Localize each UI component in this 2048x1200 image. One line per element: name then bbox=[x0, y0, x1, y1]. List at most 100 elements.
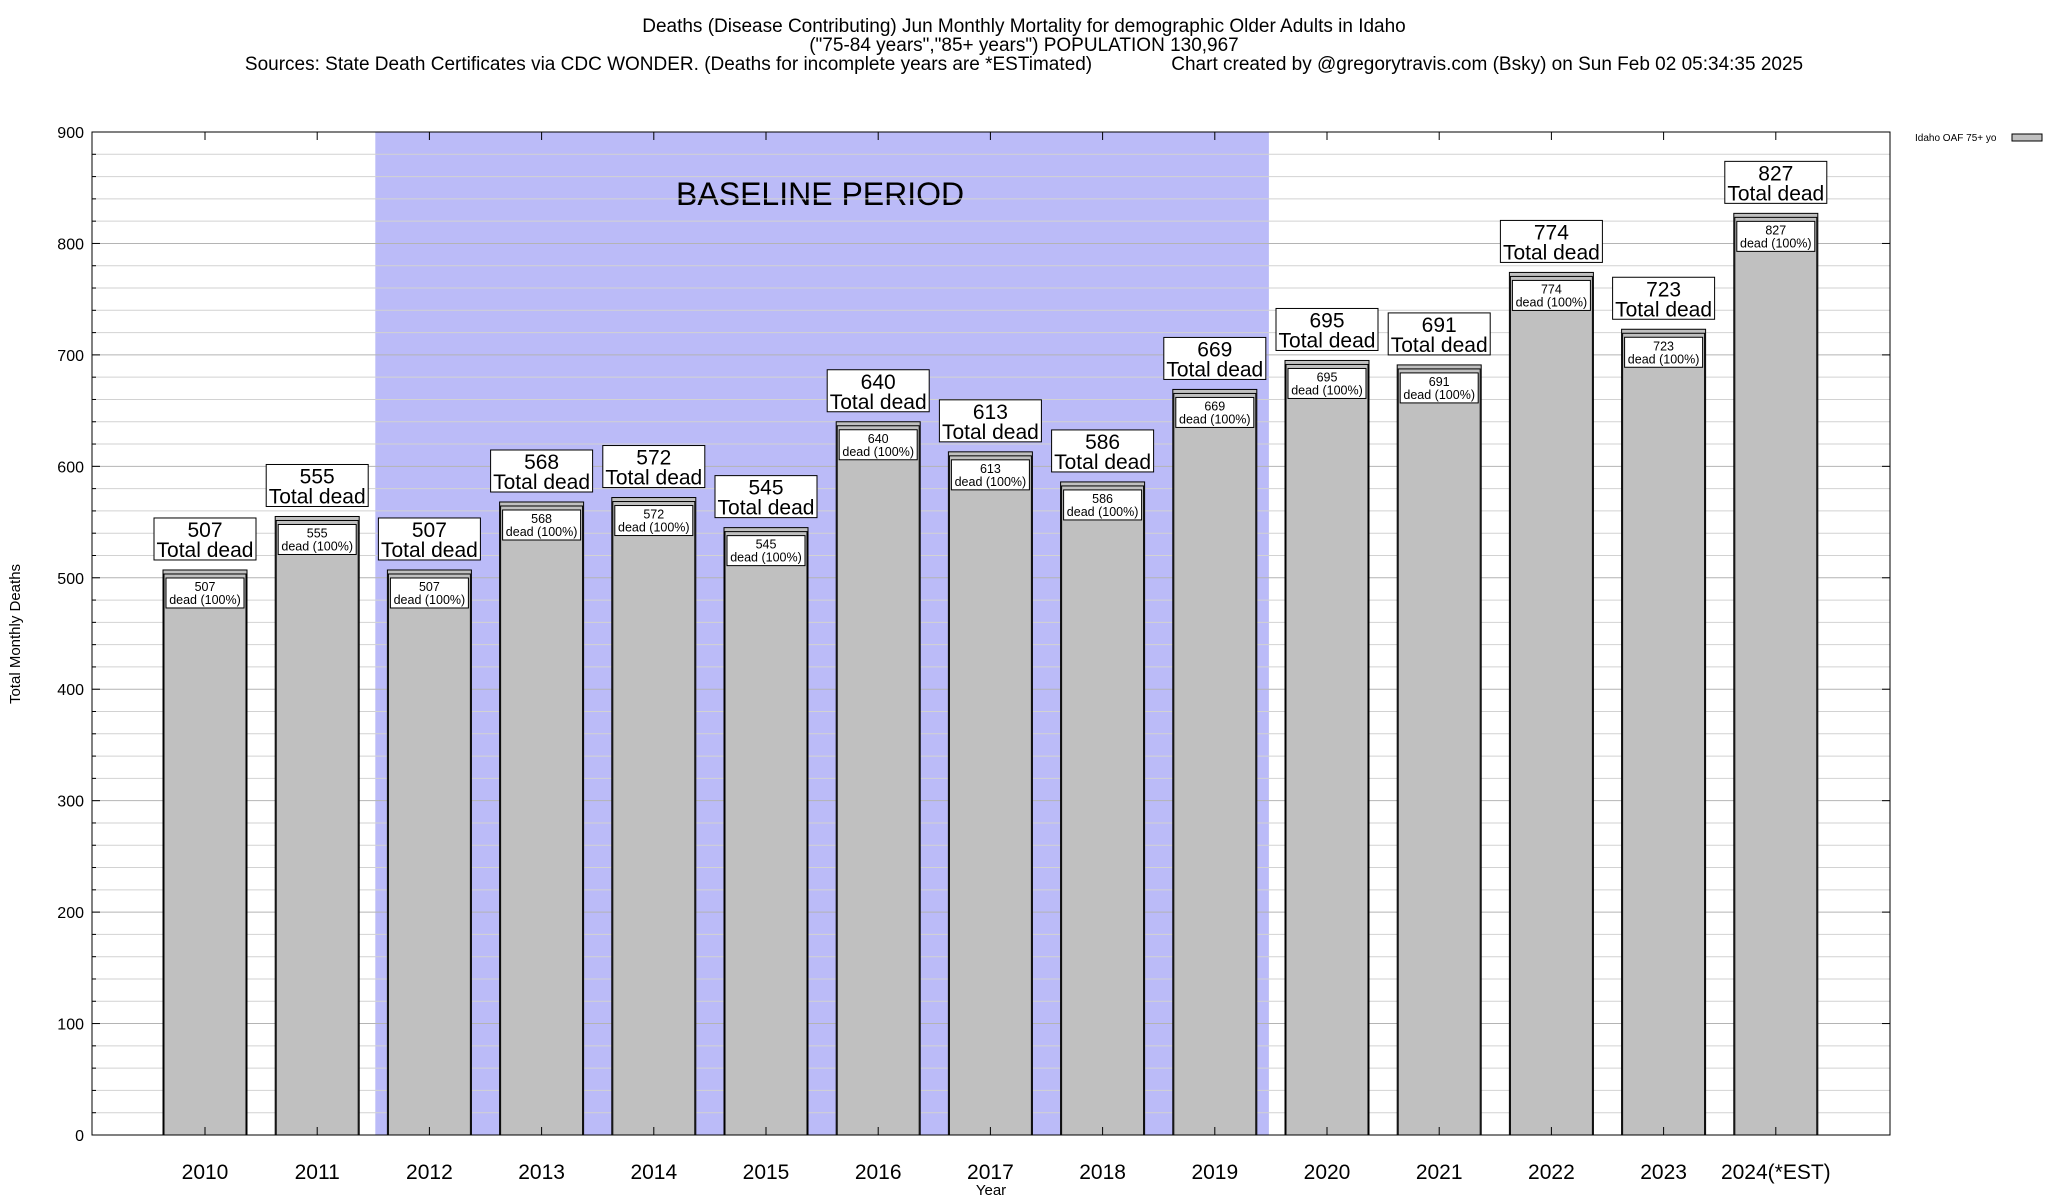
top-label-value: 545 bbox=[748, 477, 783, 500]
top-label-value: 723 bbox=[1646, 278, 1681, 301]
y-axis-ticks: 0 100 200 300 400 500 600 700 800 900 bbox=[57, 125, 1890, 1145]
title-line-1: Deaths (Disease Contributing) Jun Monthl… bbox=[642, 16, 1406, 37]
top-label-box bbox=[714, 475, 818, 519]
top-label-suffix: Total dead bbox=[157, 539, 254, 562]
inner-label-value: 586 bbox=[1092, 492, 1113, 506]
bar-segment-2024(*EST) bbox=[1734, 216, 1818, 1136]
top-label-box bbox=[1051, 429, 1155, 473]
x-category-label: 2017 bbox=[967, 1161, 1014, 1184]
x-category-label: 2011 bbox=[295, 1161, 340, 1184]
top-label-suffix: Total dead bbox=[1615, 298, 1712, 321]
legend-swatch bbox=[2011, 133, 2043, 142]
inner-label-box bbox=[165, 577, 245, 609]
bar-segment-2020 bbox=[1285, 363, 1369, 1136]
inner-label-value: 669 bbox=[1204, 399, 1225, 413]
top-label-suffix: Total dead bbox=[830, 391, 927, 414]
inner-label-value: 555 bbox=[307, 526, 328, 540]
y-tick-label: 300 bbox=[57, 794, 84, 811]
legend-series-name: Idaho OAF 75+ yo bbox=[1915, 133, 1997, 144]
top-label-suffix: Total dead bbox=[718, 497, 815, 520]
inner-label-box bbox=[277, 523, 357, 555]
inner-label-box bbox=[1736, 220, 1816, 252]
y-tick-label: 800 bbox=[57, 236, 84, 253]
top-label-value: 586 bbox=[1085, 431, 1120, 454]
inner-label-box bbox=[614, 505, 694, 537]
bar-segment-2013 bbox=[500, 505, 584, 1136]
inner-label-value: 507 bbox=[419, 580, 440, 594]
inner-label-suffix: dead (100%) bbox=[1628, 352, 1700, 366]
inner-label-value: 568 bbox=[531, 512, 552, 526]
top-label-value: 507 bbox=[187, 519, 222, 542]
x-category-label: 2019 bbox=[1191, 1161, 1238, 1184]
bar-segment-2010 bbox=[163, 573, 247, 1136]
top-label-value: 568 bbox=[524, 451, 559, 474]
chart-title: Deaths (Disease Contributing) Jun Monthl… bbox=[245, 16, 1803, 75]
inner-label-box bbox=[838, 429, 918, 461]
top-label-box bbox=[602, 445, 706, 489]
inner-label-value: 827 bbox=[1765, 223, 1786, 237]
top-label-value: 774 bbox=[1534, 221, 1569, 244]
x-category-label: 2024(*EST) bbox=[1721, 1161, 1831, 1184]
x-axis-categories: 2010 2011 2012 2013 2014 2015 2016 2017 2018 2019… bbox=[182, 132, 1831, 1184]
inner-label-box bbox=[1624, 336, 1704, 368]
top-label-suffix: Total dead bbox=[269, 485, 366, 508]
x-category-label: 2022 bbox=[1528, 1161, 1575, 1184]
bar-segment-2019 bbox=[1173, 392, 1257, 1136]
inner-label-value: 507 bbox=[195, 580, 216, 594]
y-tick-label: 700 bbox=[57, 348, 84, 365]
y-tick-label: 600 bbox=[57, 459, 84, 476]
inner-label-suffix: dead (100%) bbox=[1740, 236, 1812, 250]
inner-label-value: 695 bbox=[1317, 370, 1338, 384]
inner-label-value: 691 bbox=[1429, 375, 1450, 389]
x-category-label: 2014 bbox=[630, 1161, 677, 1184]
top-label-box bbox=[1612, 276, 1716, 320]
top-label-box bbox=[1275, 307, 1379, 351]
top-label-box bbox=[1499, 219, 1603, 263]
y-tick-label: 500 bbox=[57, 571, 84, 588]
top-label-value: 555 bbox=[300, 465, 335, 488]
top-label-box bbox=[826, 369, 930, 413]
inner-label-value: 545 bbox=[756, 538, 777, 552]
x-category-label: 2023 bbox=[1640, 1161, 1687, 1184]
title-line-3: Sources: State Death Certificates via CD… bbox=[245, 54, 1803, 75]
baseline-period-label: BASELINE PERIOD bbox=[676, 176, 964, 212]
y-tick-label: 0 bbox=[75, 1128, 84, 1145]
x-category-label: 2015 bbox=[743, 1161, 790, 1184]
inner-label-suffix: dead (100%) bbox=[506, 525, 578, 539]
bar-segment-2023 bbox=[1622, 332, 1706, 1136]
bar-segment-2012 bbox=[387, 573, 471, 1136]
inner-label-box bbox=[389, 577, 469, 609]
top-label-box bbox=[265, 463, 369, 507]
x-axis-title: Year bbox=[976, 1182, 1006, 1199]
top-label-suffix: Total dead bbox=[1503, 241, 1600, 264]
bar-segment-2015 bbox=[724, 531, 808, 1136]
bar-segment-2014 bbox=[612, 501, 696, 1136]
top-label-suffix: Total dead bbox=[1054, 451, 1151, 474]
x-category-label: 2013 bbox=[518, 1161, 565, 1184]
top-label-box bbox=[377, 517, 481, 561]
inner-label-box bbox=[1175, 396, 1255, 428]
inner-label-value: 640 bbox=[868, 432, 889, 446]
plot-frame bbox=[91, 131, 1891, 1136]
top-label-suffix: Total dead bbox=[381, 539, 478, 562]
inner-label-value: 572 bbox=[643, 508, 664, 522]
inner-label-box bbox=[1511, 279, 1591, 311]
inner-label-value: 774 bbox=[1541, 282, 1562, 296]
bar-segment-2017 bbox=[948, 455, 1032, 1136]
top-label-suffix: Total dead bbox=[1727, 182, 1824, 205]
x-category-label: 2012 bbox=[406, 1161, 453, 1184]
inner-label-suffix: dead (100%) bbox=[1291, 383, 1363, 397]
top-label-value: 827 bbox=[1758, 162, 1793, 185]
top-label-box bbox=[938, 399, 1042, 443]
x-category-label: 2020 bbox=[1304, 1161, 1351, 1184]
inner-label-suffix: dead (100%) bbox=[1403, 388, 1475, 402]
x-category-label: 2021 bbox=[1416, 1161, 1463, 1184]
top-label-value: 572 bbox=[636, 447, 671, 470]
top-label-box bbox=[1387, 312, 1491, 356]
top-label-suffix: Total dead bbox=[605, 467, 702, 490]
top-label-box bbox=[490, 449, 594, 493]
bar-segment-2018 bbox=[1061, 485, 1145, 1136]
title-line-2: ("75-84 years","85+ years") POPULATION 1… bbox=[809, 35, 1239, 56]
x-category-label: 2010 bbox=[182, 1161, 229, 1184]
